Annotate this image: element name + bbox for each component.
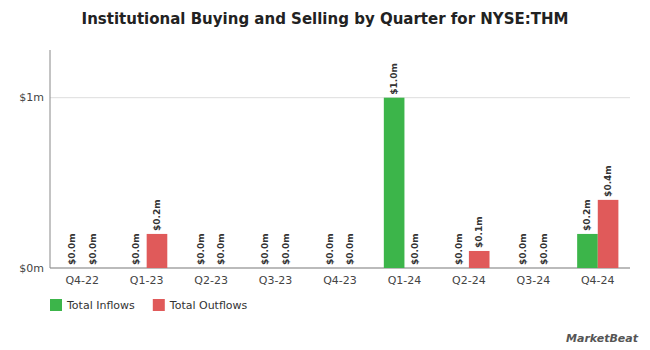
bar <box>469 251 490 268</box>
bar <box>513 268 534 269</box>
data-label: $0.0m <box>518 233 528 265</box>
chart-container: Institutional Buying and Selling by Quar… <box>0 0 650 350</box>
x-tick-label: Q2-24 <box>452 274 486 287</box>
data-label: $0.0m <box>88 233 98 265</box>
x-tick-label: Q1-24 <box>388 274 422 287</box>
bar <box>533 268 554 269</box>
legend-swatch <box>153 299 165 311</box>
data-label: $0.0m <box>260 233 270 265</box>
y-tick-label: $1m <box>19 91 44 104</box>
bar <box>448 268 469 269</box>
data-label: $0.0m <box>454 233 464 265</box>
bar <box>577 234 598 268</box>
legend-label: Total Inflows <box>66 299 135 312</box>
x-tick-label: Q2-23 <box>194 274 228 287</box>
data-label: $0.1m <box>474 216 484 248</box>
data-label: $0.0m <box>131 233 141 265</box>
data-label: $0.0m <box>196 233 206 265</box>
x-tick-label: Q4-24 <box>581 274 615 287</box>
data-label: $0.2m <box>582 199 592 231</box>
bars <box>147 98 619 268</box>
data-label: $0.0m <box>539 233 549 265</box>
bar <box>404 268 425 269</box>
bar <box>255 268 276 269</box>
bar <box>276 268 297 269</box>
data-labels: $0.0m $0.0m $0.0m $0.0m $0.0m $1.0m $0.0m $0.0m… <box>67 63 613 265</box>
chart-svg: Institutional Buying and Selling by Quar… <box>0 0 650 350</box>
data-label: $0.4m <box>603 165 613 197</box>
y-tick-label: $0m <box>19 262 44 275</box>
x-tick-label: Q4-22 <box>65 274 99 287</box>
x-axis-line <box>50 268 630 269</box>
data-label: $1.0m <box>389 63 399 95</box>
title: Institutional Buying and Selling by Quar… <box>82 10 569 28</box>
x-tick-label: Q1-23 <box>130 274 164 287</box>
bar <box>598 200 619 268</box>
grid-line <box>50 268 630 269</box>
data-label: $0.0m <box>345 233 355 265</box>
bar <box>82 268 103 269</box>
bar <box>126 268 147 269</box>
x-tick-label: Q3-23 <box>259 274 293 287</box>
bar <box>62 268 83 269</box>
legend-label: Total Outflows <box>169 299 248 312</box>
x-tick-label: Q4-23 <box>323 274 357 287</box>
bar <box>384 98 405 268</box>
data-label: $0.0m <box>281 233 291 265</box>
legend-swatch <box>50 299 62 311</box>
bar <box>340 268 361 269</box>
data-label: $0.0m <box>67 233 77 265</box>
x-tick-label: Q3-24 <box>517 274 551 287</box>
y-axis-line <box>50 50 51 268</box>
bar <box>147 234 168 268</box>
grid-line <box>50 97 630 98</box>
bar <box>319 268 340 269</box>
data-label: $0.0m <box>216 233 226 265</box>
data-label: $0.0m <box>325 233 335 265</box>
data-label: $0.0m <box>410 233 420 265</box>
bar <box>190 268 211 269</box>
annotation: MarketBeat <box>566 332 639 345</box>
legend: Total Inflows Total Outflows <box>50 299 248 312</box>
data-label: $0.2m <box>152 199 162 231</box>
bar <box>211 268 232 269</box>
